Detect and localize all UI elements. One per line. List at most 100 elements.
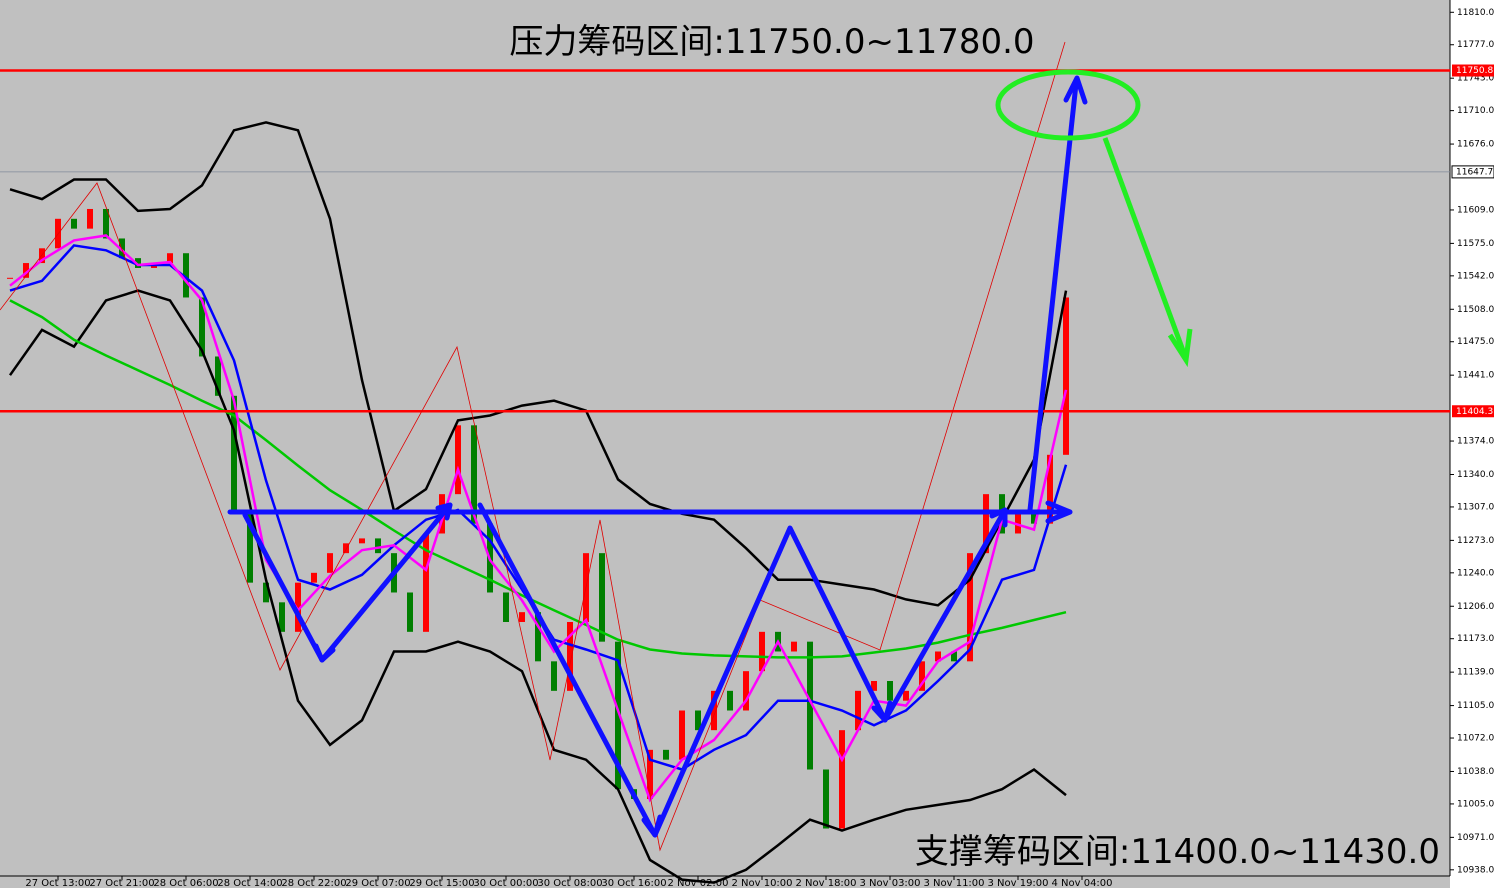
candle [823, 769, 829, 829]
arrow-head [871, 700, 893, 723]
x-tick-label: 2 Nov 02:00 [667, 878, 728, 888]
y-tick-label: 11542.0 [1457, 271, 1494, 281]
y-tick-label: 11307.0 [1457, 502, 1494, 512]
arrow-head [989, 507, 1008, 528]
indicator-line [8, 289, 1067, 884]
candle [327, 553, 333, 573]
candle [567, 621, 573, 691]
plot-background [0, 0, 1450, 888]
candle [695, 710, 701, 731]
candle [167, 253, 173, 264]
candle [807, 641, 813, 770]
chart-subtitle: 支撑筹码区间:11400.0~11430.0 [915, 832, 1440, 872]
y-tick-label: 10971.0 [1457, 833, 1494, 843]
candle [551, 661, 557, 691]
candle [743, 671, 749, 711]
candle [407, 592, 413, 632]
candle [967, 553, 973, 662]
x-tick-label: 2 Nov 18:00 [795, 878, 856, 888]
candle [279, 602, 285, 632]
x-tick-label: 3 Nov 03:00 [859, 878, 920, 888]
y-tick-label: 11575.0 [1457, 239, 1494, 249]
candle [919, 661, 925, 691]
y-tick-label: 11240.0 [1457, 568, 1494, 578]
chart-title: 压力筹码区间:11750.0~11780.0 [509, 22, 1034, 62]
candle [871, 680, 877, 691]
candle [791, 641, 797, 652]
candle [263, 582, 269, 603]
candle [727, 690, 733, 711]
price-label: 11750.8 [1456, 66, 1493, 76]
candle [1047, 454, 1053, 524]
candle [679, 710, 685, 760]
arrow-head [1167, 328, 1193, 368]
arrow-head [435, 502, 453, 521]
candle [935, 651, 941, 662]
price-label-box [1452, 64, 1494, 77]
candle [103, 208, 109, 239]
candle [903, 690, 909, 701]
indicator-line [9, 121, 1068, 607]
candle [343, 543, 349, 554]
y-tick-label: 11005.0 [1457, 799, 1494, 809]
candle [71, 218, 77, 229]
current-price-box [1451, 165, 1494, 179]
y-tick-label: 11206.0 [1457, 602, 1494, 612]
candle [951, 651, 957, 662]
candle [615, 641, 621, 790]
arrow-head [641, 814, 663, 838]
target-ellipse [995, 69, 1141, 141]
breakout-arrow [1027, 81, 1079, 513]
candle [1031, 513, 1037, 524]
y-tick-label: 11038.0 [1457, 767, 1494, 777]
candle [135, 258, 141, 268]
y-tick-label: 11676.0 [1457, 140, 1494, 150]
candle [1063, 297, 1069, 455]
candle [599, 553, 605, 642]
x-tick-label: 27 Oct 13:00 [25, 878, 90, 888]
y-tick-label: 11173.0 [1457, 634, 1494, 644]
y-tick-label: 11475.0 [1457, 337, 1494, 347]
candle [423, 533, 429, 632]
y-tick-label: 11810.0 [1457, 8, 1494, 18]
y-tick-label: 11609.0 [1457, 205, 1494, 215]
x-tick-label: 30 Oct 16:00 [601, 878, 666, 888]
y-tick-label: 11139.0 [1457, 668, 1494, 678]
candle [231, 395, 237, 514]
indicator-line [9, 299, 1067, 659]
candle [503, 592, 509, 622]
candle [663, 749, 669, 760]
x-tick-label: 3 Nov 11:00 [923, 878, 984, 888]
candle [647, 749, 653, 800]
candle [455, 425, 461, 495]
candle [23, 263, 29, 278]
candle [215, 356, 221, 396]
current-price-label: 11647.7 [1456, 167, 1493, 177]
x-tick-label: 2 Nov 10:00 [731, 878, 792, 888]
y-tick-label: 11273.0 [1457, 536, 1494, 546]
candle [199, 297, 205, 357]
candle [183, 253, 189, 298]
x-tick-label: 29 Oct 07:00 [345, 878, 410, 888]
candle [87, 208, 93, 229]
candle [983, 494, 989, 554]
wave-arrows [227, 75, 1088, 838]
candle [711, 690, 717, 731]
x-tick-label: 30 Oct 00:00 [473, 878, 538, 888]
y-tick-label: 11441.0 [1457, 371, 1494, 381]
arrow-head [1045, 500, 1073, 524]
candle [839, 730, 845, 829]
y-tick-label: 10938.0 [1457, 865, 1494, 875]
candle [247, 513, 253, 583]
candle [7, 277, 13, 279]
arrow-head [313, 643, 336, 663]
candle [119, 238, 125, 259]
y-tick-label: 11710.0 [1457, 106, 1494, 116]
candle [519, 612, 525, 622]
candle [855, 690, 861, 731]
x-tick-label: 28 Oct 22:00 [281, 878, 346, 888]
y-tick-label: 11743.0 [1457, 74, 1494, 84]
x-tick-label: 28 Oct 14:00 [217, 878, 282, 888]
y-tick-label: 11374.0 [1457, 437, 1494, 447]
arrow-head [1063, 75, 1088, 105]
